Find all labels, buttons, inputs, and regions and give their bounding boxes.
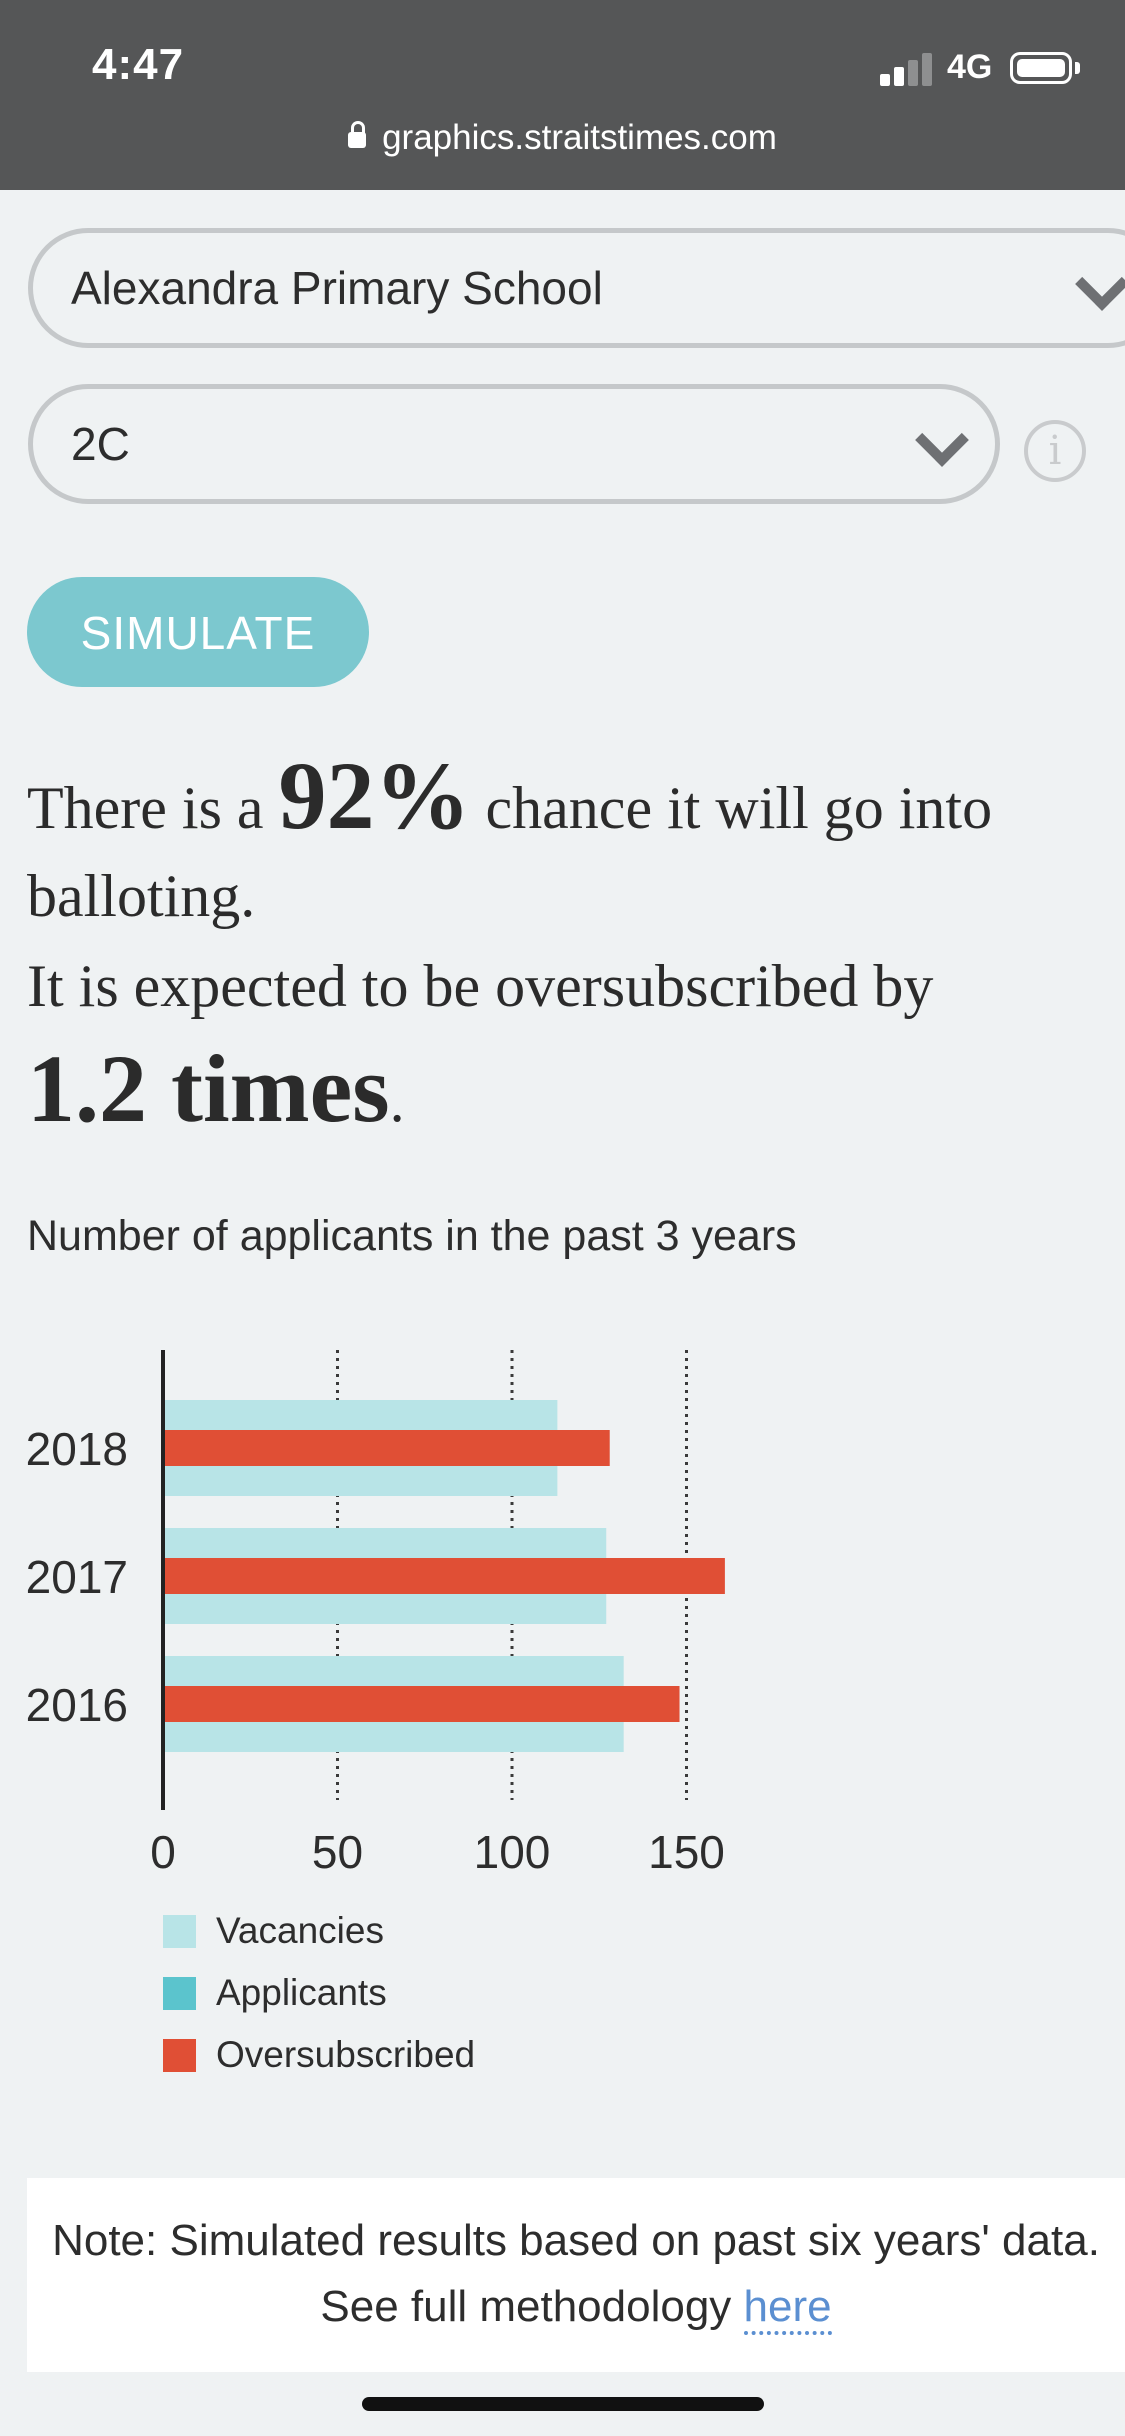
info-icon[interactable]: i — [1024, 420, 1086, 482]
url-bar[interactable]: graphics.straitstimes.com — [0, 118, 1125, 158]
legend-swatch — [163, 1976, 196, 2010]
status-bar: 4:47 4G graphics.straitstimes.com — [0, 0, 1125, 190]
bar-applicants — [163, 1558, 725, 1594]
phase-select[interactable]: 2C — [28, 384, 1000, 504]
chevron-down-icon — [915, 413, 969, 467]
battery-tip — [1075, 62, 1080, 74]
result-prefix: There is a — [27, 775, 279, 841]
legend-item-vacancies: Vacancies — [163, 1900, 475, 1962]
status-time: 4:47 — [92, 40, 185, 89]
result-period: . — [389, 1068, 405, 1134]
chart-legend: Vacancies Applicants Oversubscribed — [163, 1900, 475, 2086]
result-text: There is a 92% chance it will go into ba… — [27, 748, 1107, 1145]
result-suffix: chance it will go into balloting. — [27, 775, 993, 929]
x-tick-label: 150 — [648, 1826, 725, 1878]
url-text: graphics.straitstimes.com — [382, 118, 777, 157]
result-line-1: There is a 92% chance it will go into ba… — [27, 748, 1107, 940]
x-tick-label: 100 — [474, 1826, 551, 1878]
bar-applicants — [163, 1430, 610, 1466]
network-label: 4G — [947, 48, 993, 86]
chance-value: 92% — [278, 742, 471, 849]
x-tick-label: 50 — [312, 1826, 363, 1878]
note-text: Note: Simulated results based on past si… — [52, 2216, 1100, 2331]
legend-item-oversubscribed: Oversubscribed — [163, 2024, 475, 2086]
chart-title: Number of applicants in the past 3 years — [27, 1212, 797, 1260]
legend-swatch — [163, 2038, 196, 2072]
chevron-down-icon — [1075, 257, 1125, 311]
methodology-link[interactable]: here — [743, 2282, 832, 2335]
applicants-bar-chart: 2018 2017 2016 0 50 100 150 — [26, 1350, 725, 1878]
signal-bar — [922, 53, 932, 86]
lock-icon — [348, 121, 367, 148]
y-tick-label: 2017 — [26, 1551, 128, 1603]
signal-bar — [880, 74, 890, 86]
legend-label: Oversubscribed — [216, 2034, 476, 2075]
x-tick-label: 0 — [150, 1826, 176, 1878]
signal-bar — [894, 67, 904, 86]
signal-icon — [880, 52, 935, 86]
bar-applicants — [163, 1686, 680, 1722]
signal-bar — [908, 60, 918, 86]
home-indicator — [362, 2397, 764, 2411]
school-select[interactable]: Alexandra Primary School — [28, 228, 1125, 348]
result-line-2: It is expected to be oversubscribed by — [27, 953, 934, 1019]
legend-swatch — [163, 1914, 196, 1948]
phase-select-value: 2C — [71, 418, 130, 470]
oversubscribed-value: 1.2 times — [27, 1035, 390, 1142]
y-tick-label: 2016 — [26, 1679, 128, 1731]
legend-item-applicants: Applicants — [163, 1962, 475, 2024]
simulate-button[interactable]: SIMULATE — [27, 577, 369, 687]
battery-icon — [1010, 52, 1072, 84]
school-select-value: Alexandra Primary School — [71, 262, 603, 314]
y-tick-label: 2018 — [26, 1423, 128, 1475]
legend-label: Applicants — [216, 1972, 387, 2013]
legend-label: Vacancies — [216, 1910, 384, 1951]
methodology-note: Note: Simulated results based on past si… — [27, 2178, 1125, 2372]
